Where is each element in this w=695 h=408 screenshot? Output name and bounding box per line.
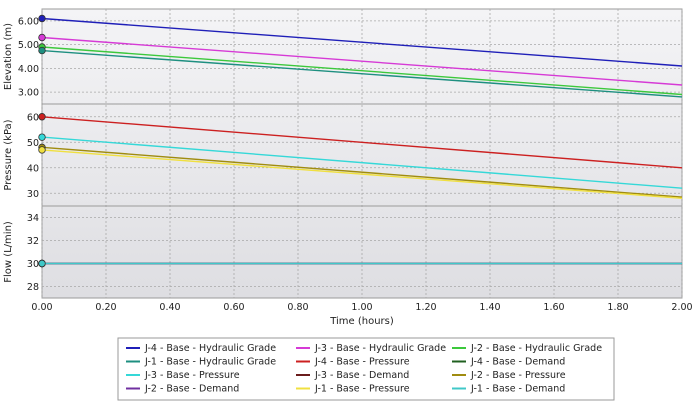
series-line[interactable] — [41, 136, 683, 189]
legend-entry[interactable]: J-4 - Base - Pressure — [314, 357, 410, 368]
x-tick-label: 1.40 — [479, 302, 500, 313]
series-line[interactable] — [41, 149, 683, 199]
y-tick-label: 40 — [27, 163, 39, 174]
x-tick-label: 2.00 — [671, 302, 692, 313]
y-tick-label: 34 — [27, 213, 39, 224]
legend-entry[interactable]: J-4 - Base - Demand — [470, 357, 565, 368]
legend-box — [117, 337, 615, 401]
y-tick-label: 5.00 — [18, 40, 39, 51]
legend-entry[interactable]: J-2 - Base - Demand — [144, 384, 239, 395]
legend-entry[interactable]: J-3 - Base - Hydraulic Grade — [314, 343, 446, 354]
x-tick-label: 0.40 — [159, 302, 180, 313]
series-start-marker[interactable] — [38, 33, 46, 42]
x-tick-label: 0.60 — [223, 302, 244, 313]
y-tick-label: 30 — [27, 259, 39, 270]
series-line[interactable] — [41, 49, 683, 98]
legend-entry[interactable]: J-1 - Base - Pressure — [314, 384, 410, 395]
legend-entry[interactable]: J-2 - Base - Pressure — [470, 370, 566, 381]
y-axis-title: Flow (L/min) — [3, 221, 14, 283]
legend-entry[interactable]: J-3 - Base - Pressure — [144, 370, 240, 381]
x-tick-label: 1.20 — [415, 302, 436, 313]
x-tick-label: 0.00 — [31, 302, 52, 313]
x-tick-label: 1.00 — [351, 302, 372, 313]
x-tick-label: 0.80 — [287, 302, 308, 313]
series-line[interactable] — [41, 116, 683, 169]
x-tick-label: 1.80 — [607, 302, 628, 313]
x-tick-label: 0.20 — [95, 302, 116, 313]
y-axis-title: Elevation (m) — [3, 23, 14, 90]
series-line[interactable] — [41, 17, 683, 67]
y-tick-label: 6.00 — [18, 16, 39, 27]
y-tick-label: 50 — [27, 138, 39, 149]
x-axis-title: Time (hours) — [329, 316, 394, 327]
x-tick-label: 1.60 — [543, 302, 564, 313]
legend-entry[interactable]: J-1 - Base - Hydraulic Grade — [144, 357, 276, 368]
series-start-marker[interactable] — [38, 46, 46, 55]
series-start-marker[interactable] — [38, 133, 46, 141]
y-tick-label: 32 — [27, 236, 39, 247]
series-start-marker[interactable] — [38, 113, 46, 121]
y-tick-label: 4.00 — [18, 64, 39, 75]
y-tick-label: 30 — [27, 189, 39, 200]
series-line[interactable] — [41, 36, 683, 86]
y-tick-label: 3.00 — [18, 88, 39, 99]
series-line[interactable] — [41, 146, 683, 198]
series-start-marker[interactable] — [38, 14, 46, 23]
legend-entry[interactable]: J-2 - Base - Hydraulic Grade — [470, 343, 602, 354]
y-tick-label: 28 — [27, 282, 39, 293]
series-start-marker[interactable] — [38, 146, 46, 154]
series-start-marker[interactable] — [38, 259, 46, 268]
legend-entry[interactable]: J-1 - Base - Demand — [470, 384, 565, 395]
y-tick-label: 60 — [27, 112, 39, 123]
legend-entry[interactable]: J-4 - Base - Hydraulic Grade — [144, 343, 276, 354]
series-line[interactable] — [41, 46, 683, 96]
y-axis-title: Pressure (kPa) — [3, 119, 14, 190]
legend-entry[interactable]: J-3 - Base - Demand — [314, 370, 409, 381]
